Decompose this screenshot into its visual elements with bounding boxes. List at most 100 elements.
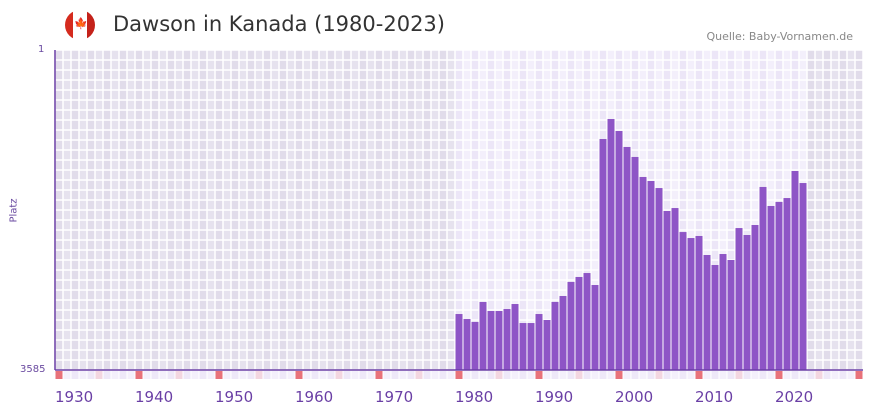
year-marker-1976: [423, 371, 431, 379]
year-marker-2028: [839, 371, 847, 379]
year-marker-1991: [543, 371, 551, 379]
year-marker-1993: [559, 371, 567, 379]
year-marker-2011: [703, 371, 711, 379]
year-marker-1946: [183, 371, 191, 379]
year-marker-1935: [95, 371, 103, 379]
year-marker-1968: [359, 371, 367, 379]
year-marker-1936: [103, 371, 111, 379]
bar-2011: [703, 255, 711, 370]
bar-2009: [687, 238, 695, 370]
bar-1987: [511, 304, 519, 370]
year-marker-1974: [407, 371, 415, 379]
bar-1981: [463, 319, 471, 370]
bar-1999: [607, 119, 615, 371]
bar-2017: [751, 225, 759, 370]
year-marker-1980: [455, 371, 463, 379]
bar-2014: [727, 260, 735, 370]
year-marker-1953: [239, 371, 247, 379]
bar-1982: [471, 321, 479, 370]
bar-1994: [567, 281, 575, 370]
year-marker-1960: [295, 371, 303, 379]
year-marker-1999: [607, 371, 615, 379]
year-marker-1930: [55, 371, 63, 379]
year-marker-1942: [151, 371, 159, 379]
x-tick-label: 1980: [455, 388, 493, 406]
year-marker-1934: [87, 371, 95, 379]
y-tick-bottom: 3585: [20, 364, 46, 375]
year-marker-2010: [695, 371, 703, 379]
year-marker-2021: [783, 371, 791, 379]
year-marker-2029: [847, 371, 855, 379]
bar-1988: [519, 323, 527, 370]
year-marker-1933: [79, 371, 87, 379]
bar-1998: [599, 139, 607, 370]
bar-2010: [695, 235, 703, 370]
bar-1996: [583, 273, 591, 370]
year-marker-2003: [639, 371, 647, 379]
year-marker-1985: [495, 371, 503, 379]
x-tick-label: 1960: [295, 388, 333, 406]
year-marker-2002: [631, 371, 639, 379]
bar-1992: [551, 301, 559, 370]
year-marker-1964: [327, 371, 335, 379]
x-tick-label: 1950: [215, 388, 253, 406]
year-marker-1959: [287, 371, 295, 379]
year-marker-1952: [231, 371, 239, 379]
year-marker-2014: [727, 371, 735, 379]
year-marker-1966: [343, 371, 351, 379]
year-marker-1943: [159, 371, 167, 379]
year-marker-2013: [719, 371, 727, 379]
year-marker-1988: [519, 371, 527, 379]
bar-2004: [647, 180, 655, 370]
year-marker-2026: [823, 371, 831, 379]
x-tick-label: 2010: [695, 388, 733, 406]
bar-2001: [623, 146, 631, 370]
year-marker-1977: [431, 371, 439, 379]
year-marker-1971: [383, 371, 391, 379]
bar-2012: [711, 265, 719, 370]
year-marker-2017: [751, 371, 759, 379]
bar-2021: [783, 198, 791, 370]
year-marker-1956: [263, 371, 271, 379]
bar-2000: [615, 130, 623, 370]
year-marker-1949: [207, 371, 215, 379]
y-tick-top: 1: [38, 44, 45, 55]
year-marker-1957: [271, 371, 279, 379]
year-marker-1951: [223, 371, 231, 379]
year-marker-1983: [479, 371, 487, 379]
bar-2008: [679, 232, 687, 370]
year-marker-1994: [567, 371, 575, 379]
year-marker-1937: [111, 371, 119, 379]
year-marker-1958: [279, 371, 287, 379]
bar-2013: [719, 254, 727, 370]
year-marker-1963: [319, 371, 327, 379]
bar-2022: [791, 170, 799, 370]
year-marker-1950: [215, 371, 223, 379]
year-marker-1973: [399, 371, 407, 379]
bar-2007: [671, 208, 679, 370]
year-marker-2006: [663, 371, 671, 379]
bar-2016: [743, 235, 751, 370]
year-marker-1941: [143, 371, 151, 379]
year-marker-1997: [591, 371, 599, 379]
year-marker-1955: [255, 371, 263, 379]
bar-1990: [535, 314, 543, 370]
year-marker-1938: [119, 371, 127, 379]
year-marker-1972: [391, 371, 399, 379]
bar-2015: [735, 228, 743, 370]
year-marker-1979: [447, 371, 455, 379]
x-tick-label: 1930: [55, 388, 93, 406]
year-marker-1995: [575, 371, 583, 379]
bar-2020: [775, 201, 783, 370]
year-marker-2016: [743, 371, 751, 379]
bar-1989: [527, 323, 535, 370]
year-marker-2025: [815, 371, 823, 379]
year-marker-1940: [135, 371, 143, 379]
x-tick-label: 2020: [775, 388, 813, 406]
year-marker-2020: [775, 371, 783, 379]
year-marker-1996: [583, 371, 591, 379]
year-marker-1989: [527, 371, 535, 379]
year-marker-1978: [439, 371, 447, 379]
